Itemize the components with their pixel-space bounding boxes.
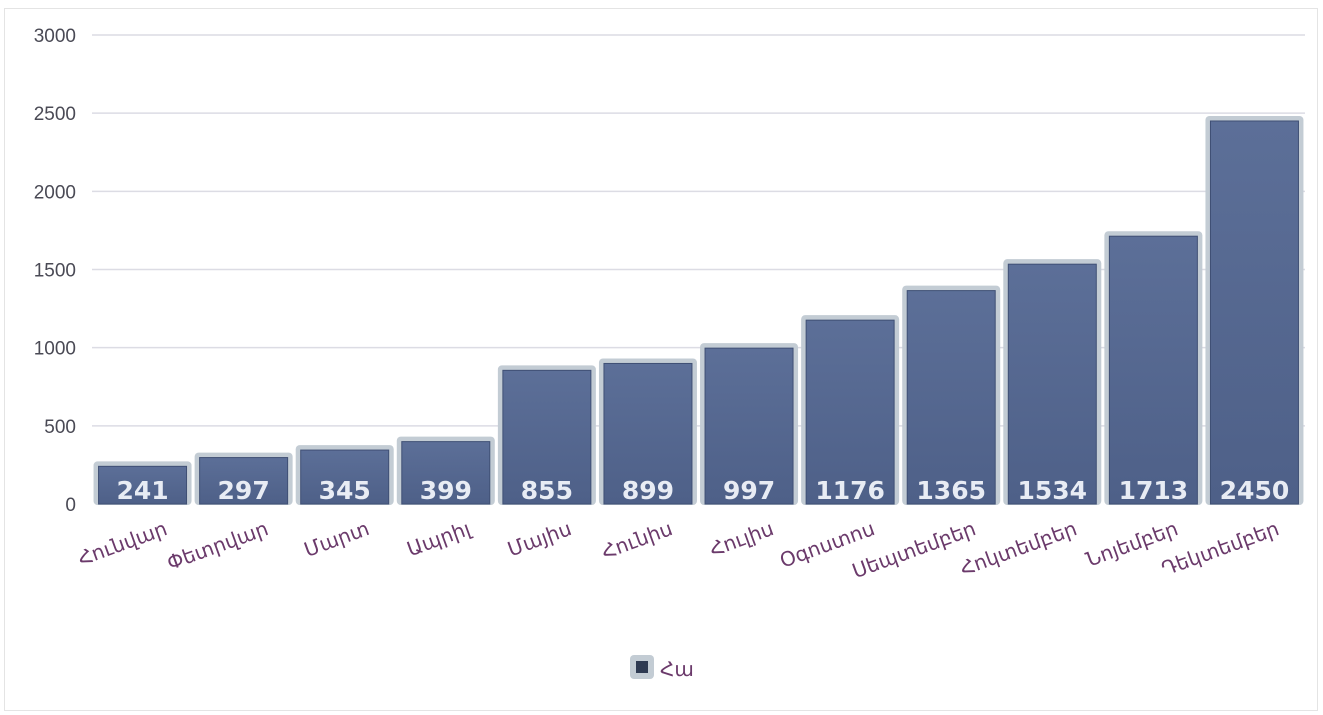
data-label: 899 bbox=[622, 476, 674, 505]
bar bbox=[906, 290, 996, 505]
data-label: 997 bbox=[723, 476, 775, 505]
y-tick-label: 1500 bbox=[34, 261, 76, 282]
legend-label: Հա bbox=[660, 659, 694, 681]
y-tick-label: 3000 bbox=[34, 26, 76, 47]
bar bbox=[805, 319, 895, 505]
category-label: Հունիս bbox=[599, 518, 676, 564]
category-label: Մայիս bbox=[505, 518, 575, 561]
bar bbox=[1007, 263, 1097, 505]
y-tick-label: 500 bbox=[44, 417, 76, 438]
bar bbox=[1209, 120, 1299, 505]
bar bbox=[300, 449, 390, 505]
bar bbox=[603, 362, 693, 505]
y-tick-label: 2000 bbox=[34, 182, 76, 203]
category-label: Փետրվար bbox=[164, 518, 271, 575]
category-label: Ապրիլ bbox=[404, 517, 475, 561]
category-label: Հունվար bbox=[75, 518, 170, 571]
legend-marker bbox=[636, 661, 648, 673]
y-tick-label: 2500 bbox=[34, 104, 76, 125]
data-label: 855 bbox=[521, 476, 573, 505]
bar bbox=[1108, 235, 1198, 505]
data-label: 2450 bbox=[1220, 476, 1290, 505]
category-label: Դեկտեմբեր bbox=[1159, 518, 1282, 581]
y-axis-ticks: 0 500 1000 1500 2000 2500 3000 bbox=[34, 26, 76, 516]
bar bbox=[704, 347, 794, 505]
bar-series bbox=[93, 115, 1304, 506]
bar bbox=[401, 441, 491, 505]
category-label: Մարտ bbox=[301, 518, 372, 562]
category-label: Հոկտեմբեր bbox=[957, 518, 1080, 581]
bar bbox=[199, 457, 289, 505]
data-label: 1534 bbox=[1017, 476, 1087, 505]
data-label: 1713 bbox=[1119, 476, 1189, 505]
data-labels: 241 297 345 399 855 899 997 1176 1365 1534 1713 245… bbox=[116, 476, 1289, 505]
data-label: 345 bbox=[319, 476, 371, 505]
bar bbox=[502, 369, 592, 505]
data-label: 297 bbox=[218, 476, 270, 505]
data-label: 399 bbox=[420, 476, 472, 505]
category-label: Հուլիս bbox=[707, 518, 777, 561]
data-label: 241 bbox=[116, 476, 168, 505]
y-tick-label: 1000 bbox=[34, 339, 76, 360]
y-tick-label: 0 bbox=[65, 495, 76, 516]
data-label: 1176 bbox=[815, 476, 885, 505]
legend: Հա bbox=[630, 655, 694, 681]
gridlines bbox=[92, 34, 1305, 427]
data-label: 1365 bbox=[916, 476, 986, 505]
bar bbox=[98, 465, 188, 505]
